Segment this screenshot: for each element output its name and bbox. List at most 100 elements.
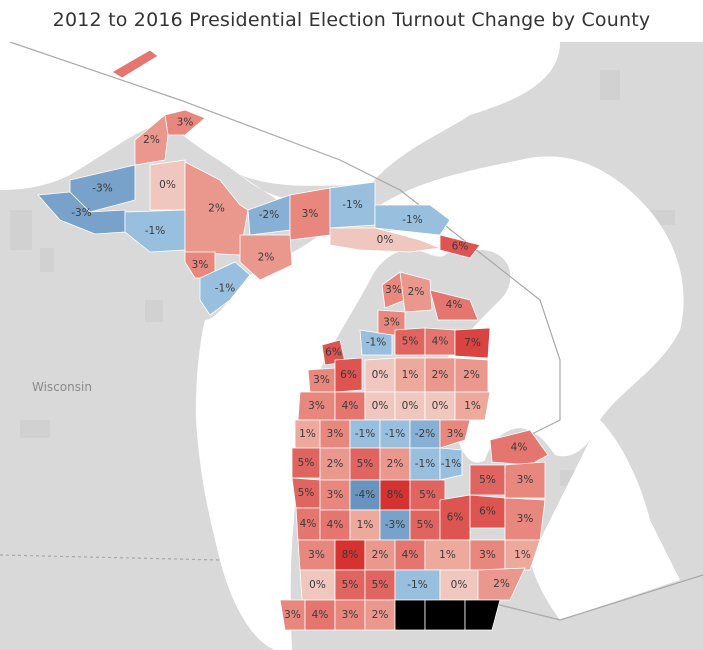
county-label: 2% (463, 369, 480, 381)
county-label: 2% (372, 609, 389, 621)
county-label: 2% (143, 134, 160, 146)
county-alpena[interactable] (454, 327, 491, 359)
county-labels: 3% 2% -3% 0% -3% -1% 2% 3% -1% -2% 3% 2% -1% -1% 0% 6% 3… (71, 117, 533, 622)
county-label: 2% (258, 252, 275, 264)
county-label: 3% (447, 428, 464, 440)
county-label: -1% (342, 199, 362, 211)
county-label: 2% (387, 458, 404, 470)
county-label: 6% (340, 369, 357, 381)
county-label: 4% (402, 549, 419, 561)
county-label: 0% (432, 400, 449, 412)
county-wayne[interactable] (477, 567, 526, 601)
county-label: 2% (372, 549, 389, 561)
county-bay[interactable] (439, 447, 463, 481)
county-label: 0% (377, 234, 394, 246)
county-label: 0% (451, 579, 468, 591)
county-label: -2% (415, 428, 435, 440)
county-label: 0% (402, 400, 419, 412)
county-label: 1% (514, 549, 531, 561)
county-label: 8% (387, 489, 404, 501)
county-label: 0% (372, 400, 389, 412)
county-label: 3% (302, 208, 319, 220)
county-huron[interactable] (489, 429, 549, 466)
county-label: 3% (383, 317, 400, 329)
county-label: 3% (479, 549, 496, 561)
county-label: -1% (407, 579, 427, 591)
county-label: 2% (208, 203, 225, 215)
county-label: 6% (325, 347, 342, 359)
county-arenac[interactable] (439, 419, 471, 449)
county-label: 5% (357, 458, 374, 470)
county-hillsdale[interactable] (394, 599, 426, 631)
county-label: -3% (385, 519, 405, 531)
county-label: -3% (71, 207, 91, 219)
county-label: 5% (419, 489, 436, 501)
county-label: 5% (417, 519, 434, 531)
county-label: -1% (366, 337, 386, 349)
county-label: 3% (342, 609, 359, 621)
county-label: 3% (284, 609, 301, 621)
county-iosco[interactable] (454, 391, 491, 421)
map-title: 2012 to 2016 Presidential Election Turno… (52, 9, 651, 31)
county-label: -1% (215, 283, 235, 295)
county-label: 4% (312, 609, 329, 621)
county-label: -1% (415, 458, 435, 470)
county-delta[interactable] (239, 234, 293, 281)
county-label: 5% (402, 336, 419, 348)
county-label: -1% (385, 428, 405, 440)
county-label: 4% (432, 336, 449, 348)
county-label: 6% (479, 506, 496, 518)
county-mackinac[interactable] (329, 227, 442, 253)
county-lenawee[interactable] (424, 599, 466, 631)
county-label: 7% (464, 337, 481, 349)
county-label: 3% (177, 117, 194, 129)
county-label: 1% (299, 428, 316, 440)
county-label: 0% (309, 579, 326, 591)
county-iron[interactable] (124, 209, 186, 253)
county-label: -1% (355, 428, 375, 440)
county-label: 4% (342, 400, 359, 412)
county-label: 2% (327, 458, 344, 470)
county-label: 3% (308, 400, 325, 412)
county-label: 3% (327, 489, 344, 501)
county-presque-isle[interactable] (429, 289, 479, 321)
county-label: 4% (300, 518, 317, 530)
county-chippewa[interactable] (374, 204, 451, 236)
county-label: 5% (298, 457, 315, 469)
county-map[interactable]: 3% 2% -3% 0% -3% -1% 2% 3% -1% -2% 3% 2% -1% -1% 0% 6% 3… (0, 42, 703, 650)
county-drummond[interactable] (439, 234, 481, 259)
county-label: -1% (145, 225, 165, 237)
county-label: 8% (342, 549, 359, 561)
county-label: 1% (357, 519, 374, 531)
county-label: 1% (439, 549, 456, 561)
county-label: -1% (441, 458, 461, 470)
county-label: 4% (446, 299, 463, 311)
county-label: 5% (479, 474, 496, 486)
county-label: 5% (372, 579, 389, 591)
lower-peninsula (279, 271, 549, 631)
county-label: 3% (192, 259, 209, 271)
county-menominee[interactable] (199, 261, 251, 316)
county-label: -4% (355, 489, 375, 501)
county-antrim[interactable] (359, 329, 393, 356)
county-label: -1% (402, 214, 422, 226)
county-label: 5% (298, 487, 315, 499)
county-cheboygan[interactable] (399, 271, 433, 313)
county-label: 6% (452, 241, 469, 253)
county-label: 3% (517, 474, 534, 486)
county-label: 1% (464, 400, 481, 412)
county-label: 4% (327, 519, 344, 531)
county-label: -2% (259, 209, 279, 221)
county-macomb[interactable] (504, 539, 541, 571)
county-label: 3% (313, 374, 330, 386)
county-label: 3% (385, 284, 402, 296)
county-label: 2% (493, 578, 510, 590)
county-label: 4% (511, 442, 528, 454)
county-sanilac[interactable] (504, 461, 546, 499)
county-label: 3% (517, 513, 534, 525)
county-monroe[interactable] (464, 599, 501, 631)
county-isle-royale[interactable] (111, 49, 159, 79)
place-label-wisconsin: Wisconsin (32, 380, 92, 394)
county-grand-traverse[interactable] (334, 357, 363, 393)
county-houghton-north[interactable] (134, 114, 169, 166)
